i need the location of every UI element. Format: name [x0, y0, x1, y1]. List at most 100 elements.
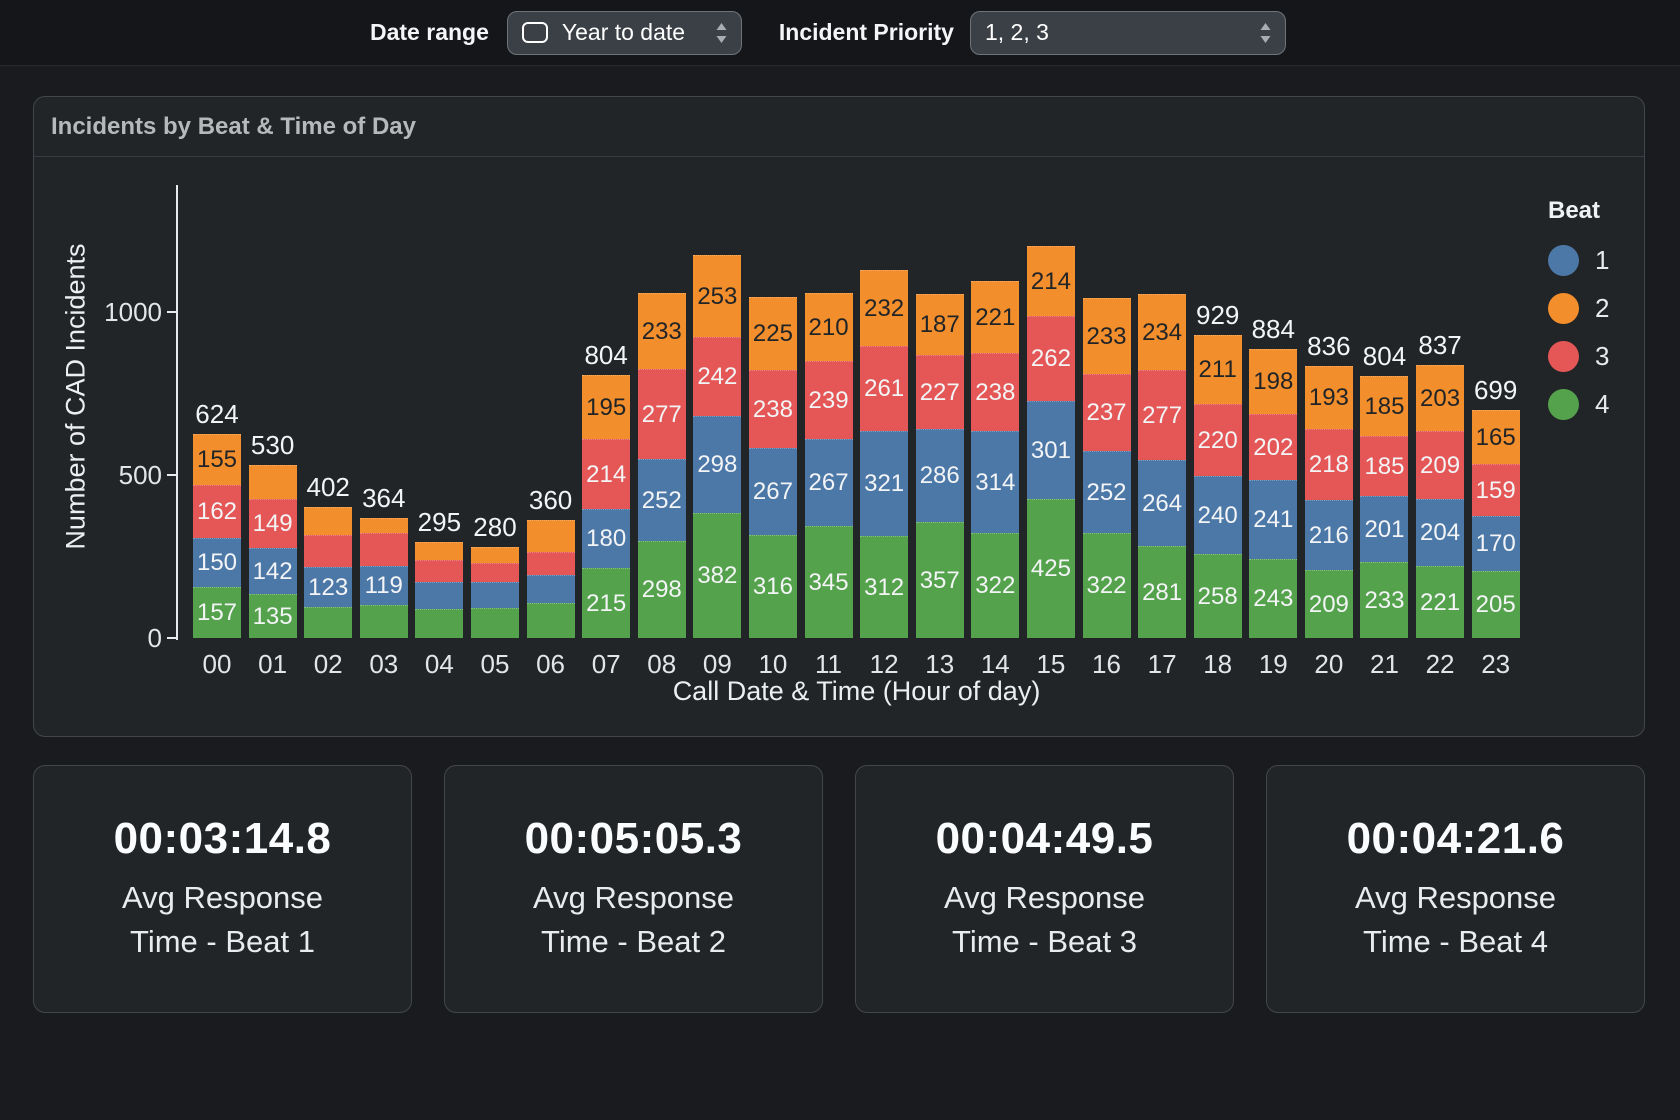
bar-segment-beat-3-hour-15[interactable]: 262	[1026, 316, 1075, 401]
bar-segment-beat-1-hour-01[interactable]: 142	[248, 548, 297, 594]
bar-segment-beat-2-hour-07[interactable]: 195	[582, 375, 631, 439]
bar-segment-beat-4-hour-17[interactable]: 281	[1138, 546, 1187, 638]
bar-segment-beat-2-hour-08[interactable]: 233	[637, 293, 686, 369]
bar-segment-beat-4-hour-11[interactable]: 345	[804, 526, 853, 638]
bar-segment-beat-4-hour-02[interactable]	[304, 607, 353, 638]
bar-segment-beat-3-hour-10[interactable]: 238	[748, 370, 797, 448]
bar-segment-beat-4-hour-14[interactable]: 322	[971, 533, 1020, 638]
bar-segment-beat-4-hour-05[interactable]	[470, 608, 519, 638]
bar-segment-beat-2-hour-20[interactable]: 193	[1304, 366, 1353, 429]
bar-segment-beat-4-hour-20[interactable]: 209	[1304, 570, 1353, 638]
bar-segment-beat-2-hour-16[interactable]: 233	[1082, 298, 1131, 374]
bar-segment-beat-3-hour-08[interactable]: 277	[637, 369, 686, 459]
bar-hour-17: 281 264 277 234 17	[1138, 294, 1187, 679]
bar-segment-beat-4-hour-13[interactable]: 357	[915, 522, 964, 638]
bar-segment-beat-3-hour-22[interactable]: 209	[1416, 431, 1465, 499]
bar-segment-beat-3-hour-05[interactable]	[470, 563, 519, 582]
bar-segment-beat-2-hour-04[interactable]	[415, 542, 464, 560]
bar-segment-beat-1-hour-14[interactable]: 314	[971, 431, 1020, 533]
bar-segment-beat-1-hour-21[interactable]: 201	[1360, 496, 1409, 562]
bar-segment-beat-1-hour-04[interactable]	[415, 582, 464, 609]
bar-segment-beat-4-hour-12[interactable]: 312	[860, 536, 909, 638]
bar-segment-beat-1-hour-03[interactable]: 119	[359, 566, 408, 605]
bar-segment-beat-4-hour-03[interactable]	[359, 605, 408, 638]
bar-segment-beat-3-hour-11[interactable]: 239	[804, 361, 853, 439]
bar-segment-beat-1-hour-02[interactable]: 123	[304, 567, 353, 607]
incident-priority-select[interactable]: 1, 2, 3	[969, 10, 1286, 55]
bar-segment-beat-1-hour-05[interactable]	[470, 582, 519, 608]
bar-segment-beat-2-hour-02[interactable]	[304, 507, 353, 535]
bar-segment-beat-3-hour-02[interactable]	[304, 535, 353, 567]
bar-segment-beat-2-hour-10[interactable]: 225	[748, 297, 797, 370]
bar-segment-beat-4-hour-01[interactable]: 135	[248, 594, 297, 638]
bar-segment-beat-1-hour-10[interactable]: 267	[748, 448, 797, 535]
bar-segment-beat-3-hour-19[interactable]: 202	[1249, 414, 1298, 480]
bar-segment-beat-3-hour-12[interactable]: 261	[860, 346, 909, 431]
bar-segment-beat-1-hour-12[interactable]: 321	[860, 431, 909, 536]
bar-segment-beat-4-hour-23[interactable]: 205	[1471, 571, 1520, 638]
bar-segment-beat-3-hour-17[interactable]: 277	[1138, 370, 1187, 460]
bar-segment-beat-2-hour-05[interactable]	[470, 547, 519, 563]
bar-segment-beat-1-hour-06[interactable]	[526, 575, 575, 603]
bar-segment-beat-3-hour-03[interactable]	[359, 533, 408, 566]
bar-segment-beat-3-hour-13[interactable]: 227	[915, 355, 964, 429]
bar-segment-beat-3-hour-00[interactable]: 162	[193, 485, 241, 538]
bar-segment-beat-4-hour-18[interactable]: 258	[1193, 554, 1242, 638]
bar-segment-beat-2-hour-09[interactable]: 253	[693, 255, 742, 337]
bar-segment-beat-4-hour-08[interactable]: 298	[637, 541, 686, 638]
bar-segment-beat-4-hour-15[interactable]: 425	[1026, 499, 1075, 638]
bar-segment-beat-2-hour-22[interactable]: 203	[1416, 365, 1465, 431]
bar-segment-beat-3-hour-21[interactable]: 185	[1360, 436, 1409, 496]
bar-segment-beat-4-hour-16[interactable]: 322	[1082, 533, 1131, 638]
bar-segment-beat-2-hour-23[interactable]: 165	[1471, 410, 1520, 464]
bar-segment-beat-1-hour-11[interactable]: 267	[804, 439, 853, 526]
bar-segment-beat-1-hour-08[interactable]: 252	[637, 459, 686, 541]
bar-segment-beat-2-hour-17[interactable]: 234	[1138, 294, 1187, 370]
bar-segment-beat-4-hour-10[interactable]: 316	[748, 535, 797, 638]
bar-segment-beat-1-hour-00[interactable]: 150	[193, 538, 241, 587]
bar-hour-00: 157 150 162 155 624 00	[193, 399, 241, 679]
bar-segment-beat-4-hour-22[interactable]: 221	[1416, 566, 1465, 638]
bar-segment-beat-1-hour-22[interactable]: 204	[1416, 499, 1465, 566]
bar-segment-beat-3-hour-07[interactable]: 214	[582, 439, 631, 509]
bar-segment-beat-4-hour-06[interactable]	[526, 603, 575, 638]
bar-segment-beat-2-hour-00[interactable]: 155	[193, 434, 241, 485]
bar-segment-beat-3-hour-09[interactable]: 242	[693, 337, 742, 416]
bar-segment-beat-4-hour-19[interactable]: 243	[1249, 559, 1298, 638]
bar-segment-beat-2-hour-01[interactable]	[248, 465, 297, 499]
bar-segment-beat-1-hour-16[interactable]: 252	[1082, 451, 1131, 533]
bar-segment-beat-4-hour-00[interactable]: 157	[193, 587, 241, 638]
bar-segment-beat-3-hour-14[interactable]: 238	[971, 353, 1020, 431]
bar-segment-beat-1-hour-13[interactable]: 286	[915, 429, 964, 522]
bar-segment-beat-2-hour-15[interactable]: 214	[1026, 246, 1075, 316]
bar-segment-beat-1-hour-20[interactable]: 216	[1304, 500, 1353, 570]
bar-segment-beat-2-hour-19[interactable]: 198	[1249, 349, 1298, 414]
bar-segment-beat-1-hour-17[interactable]: 264	[1138, 460, 1187, 546]
bar-segment-beat-3-hour-01[interactable]: 149	[248, 499, 297, 548]
bar-segment-beat-3-hour-23[interactable]: 159	[1471, 464, 1520, 516]
bar-segment-beat-1-hour-19[interactable]: 241	[1249, 480, 1298, 559]
bar-segment-beat-3-hour-16[interactable]: 237	[1082, 374, 1131, 451]
bar-segment-beat-2-hour-21[interactable]: 185	[1360, 376, 1409, 436]
bar-segment-beat-2-hour-06[interactable]	[526, 520, 575, 552]
bar-segment-beat-3-hour-06[interactable]	[526, 552, 575, 575]
date-range-select[interactable]: Year to date	[506, 10, 742, 55]
bar-segment-beat-2-hour-12[interactable]: 232	[860, 270, 909, 346]
bar-segment-beat-4-hour-07[interactable]: 215	[582, 568, 631, 638]
bar-segment-beat-2-hour-14[interactable]: 221	[971, 281, 1020, 353]
bar-segment-beat-2-hour-11[interactable]: 210	[804, 293, 853, 361]
bar-segment-beat-4-hour-04[interactable]	[415, 609, 464, 638]
bar-segment-beat-3-hour-20[interactable]: 218	[1304, 429, 1353, 500]
bar-segment-beat-1-hour-15[interactable]: 301	[1026, 401, 1075, 499]
bar-segment-beat-1-hour-18[interactable]: 240	[1193, 476, 1242, 554]
bar-segment-beat-2-hour-03[interactable]	[359, 518, 408, 533]
bar-segment-beat-1-hour-23[interactable]: 170	[1471, 516, 1520, 571]
bar-segment-beat-2-hour-13[interactable]: 187	[915, 294, 964, 355]
bar-segment-beat-2-hour-18[interactable]: 211	[1193, 335, 1242, 404]
bar-segment-beat-4-hour-21[interactable]: 233	[1360, 562, 1409, 638]
bar-segment-beat-3-hour-04[interactable]	[415, 560, 464, 582]
bar-segment-beat-3-hour-18[interactable]: 220	[1193, 404, 1242, 476]
bar-segment-beat-1-hour-07[interactable]: 180	[582, 509, 631, 568]
bar-segment-beat-4-hour-09[interactable]: 382	[693, 513, 742, 638]
bar-segment-beat-1-hour-09[interactable]: 298	[693, 416, 742, 513]
